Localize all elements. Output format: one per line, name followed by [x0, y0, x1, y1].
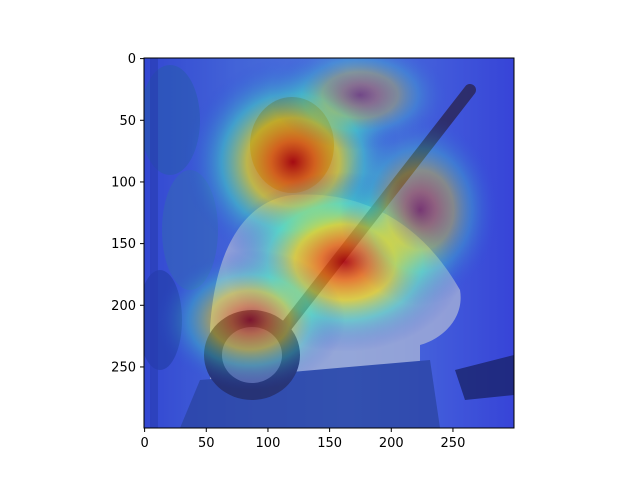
y-tick-label: 100: [111, 175, 136, 190]
axes-frame: [143, 57, 515, 429]
chair: [455, 355, 514, 400]
hotspot-banjo: [155, 250, 345, 390]
heatmap-overlay: [144, 58, 514, 428]
x-tick-label: 50: [198, 436, 215, 451]
y-tick-label: 250: [111, 360, 136, 375]
y-axis: 0 50 100 150 200 250: [111, 52, 144, 375]
hotspot-arm: [340, 115, 500, 305]
y-tick-label: 50: [119, 114, 136, 129]
y-tick-label: 200: [111, 299, 136, 314]
x-tick-label: 250: [441, 436, 466, 451]
y-tick-label: 150: [111, 237, 136, 252]
x-tick-label: 100: [256, 436, 281, 451]
hotspot-top: [270, 58, 450, 150]
plot-area: [144, 58, 514, 428]
y-tick-label: 0: [128, 52, 136, 67]
x-axis: 0 50 100 150 200 250: [140, 428, 465, 451]
x-tick-label: 200: [379, 436, 404, 451]
x-tick-label: 0: [140, 436, 148, 451]
x-tick-label: 150: [317, 436, 342, 451]
